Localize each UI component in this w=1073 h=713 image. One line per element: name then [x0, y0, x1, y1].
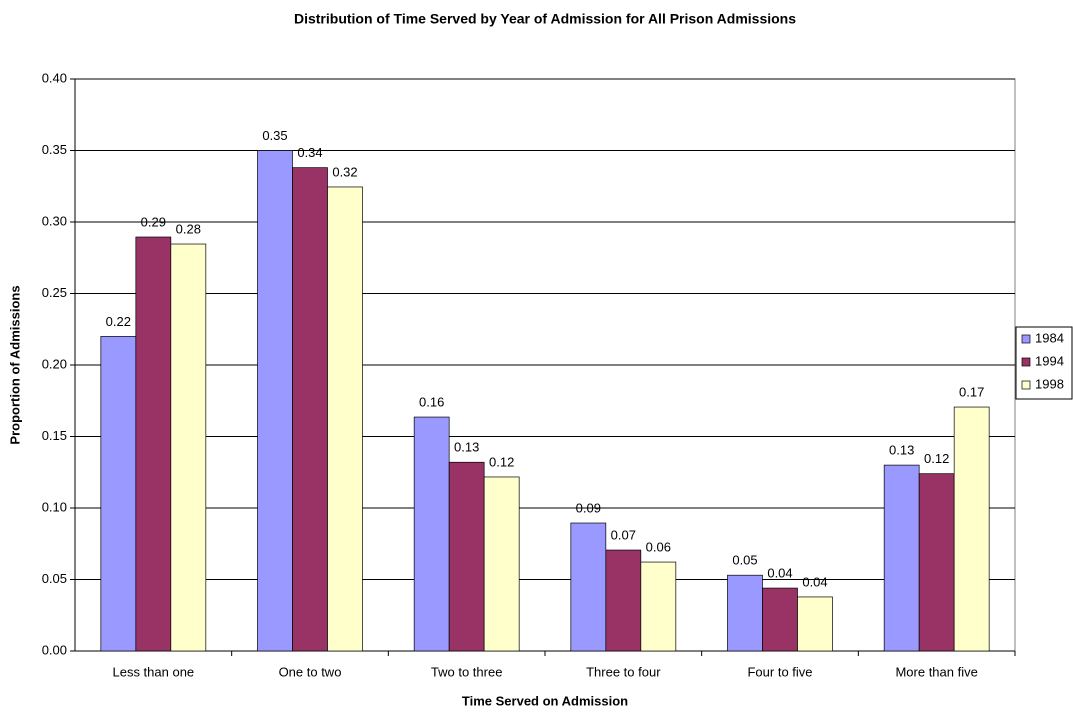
x-tick-label: Less than one	[112, 664, 194, 679]
x-tick-label: Three to four	[586, 664, 661, 679]
y-tick-label: 0.20	[42, 356, 67, 371]
bar	[727, 574, 763, 652]
y-tick-label: 0.15	[42, 428, 67, 443]
chart-title: Distribution of Time Served by Year of A…	[294, 11, 796, 27]
bar	[762, 587, 798, 652]
y-tick-label: 0.35	[42, 142, 67, 157]
value-label: 0.22	[106, 314, 131, 329]
bar	[135, 236, 172, 652]
x-tick-label: Two to three	[431, 664, 503, 679]
bar	[883, 464, 920, 652]
value-label: 0.16	[419, 394, 444, 409]
legend-label: 1984	[1035, 330, 1064, 345]
value-label: 0.04	[802, 574, 827, 589]
x-tick-label: Four to five	[747, 664, 812, 679]
value-label: 0.12	[489, 454, 514, 469]
legend-label: 1998	[1035, 376, 1064, 391]
bar	[448, 461, 485, 652]
value-label: 0.13	[889, 443, 914, 458]
value-label: 0.09	[576, 500, 601, 515]
value-label: 0.13	[454, 440, 479, 455]
y-tick-label: 0.05	[42, 571, 67, 586]
value-label: 0.34	[297, 145, 322, 160]
bar	[257, 150, 293, 652]
value-label: 0.05	[732, 553, 757, 568]
bar	[797, 596, 833, 652]
legend-swatch	[1021, 334, 1031, 344]
value-label: 0.04	[767, 566, 792, 581]
value-label: 0.35	[262, 128, 287, 143]
y-axis-title: Proportion of Admissions	[7, 285, 22, 444]
value-label: 0.06	[646, 539, 671, 554]
legend-swatch	[1021, 357, 1031, 367]
bar	[640, 561, 677, 652]
y-tick-label: 0.40	[42, 70, 67, 85]
y-tick-label: 0.25	[42, 285, 67, 300]
bar	[292, 167, 328, 652]
x-tick-label: One to two	[279, 664, 342, 679]
bar	[605, 549, 642, 652]
legend-swatch	[1021, 380, 1031, 390]
y-tick-label: 0.10	[42, 499, 67, 514]
bar	[953, 406, 990, 652]
bar	[327, 186, 363, 652]
value-label: 0.29	[141, 214, 166, 229]
legend-label: 1994	[1035, 353, 1064, 368]
bar	[918, 473, 955, 652]
value-label: 0.17	[959, 384, 984, 399]
bar	[570, 522, 607, 652]
x-axis-title: Time Served on Admission	[462, 693, 628, 708]
x-tick-label: More than five	[895, 664, 977, 679]
bar	[483, 476, 520, 652]
bar	[170, 243, 207, 652]
value-label: 0.07	[611, 527, 636, 542]
bar	[100, 336, 137, 652]
bar	[413, 416, 450, 652]
y-tick-label: 0.00	[42, 642, 67, 657]
value-label: 0.28	[176, 221, 201, 236]
y-tick-label: 0.30	[42, 213, 67, 228]
value-label: 0.32	[332, 164, 357, 179]
value-label: 0.12	[924, 451, 949, 466]
